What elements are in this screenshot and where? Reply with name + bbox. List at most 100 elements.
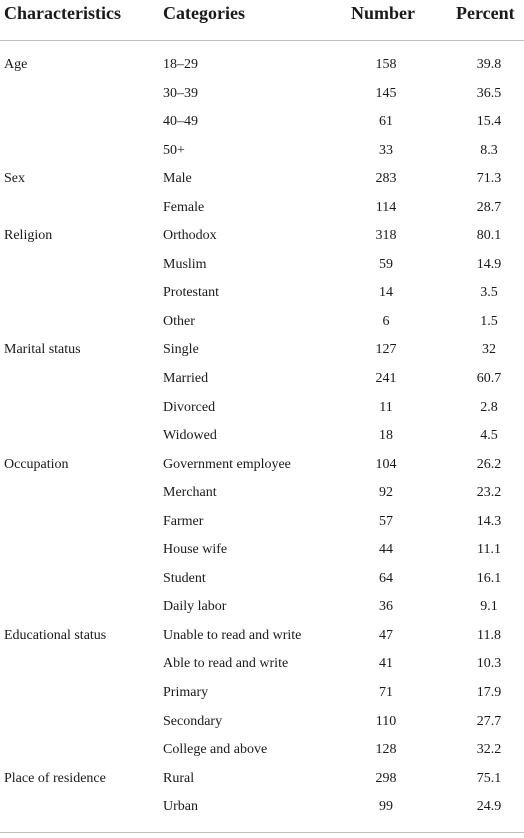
table-body: Age 18–29 158 39.8 30–39 145 36.5 40–49 61 15.4 50… bbox=[0, 41, 524, 823]
table-row: College and above 128 32.2 bbox=[0, 737, 524, 766]
cell-percent: 16.1 bbox=[476, 570, 502, 586]
table-row: House wife 44 11.1 bbox=[0, 537, 524, 566]
cell-number: 11 bbox=[379, 399, 393, 415]
cell-number: 64 bbox=[379, 570, 393, 586]
cell-number: 41 bbox=[379, 656, 393, 672]
cell-number: 241 bbox=[375, 371, 397, 387]
table-row: Place of residence Rural 298 75.1 bbox=[0, 766, 524, 795]
cell-category: College and above bbox=[163, 742, 268, 758]
cell-category: Secondary bbox=[163, 713, 223, 729]
table-bottom-rule bbox=[0, 832, 524, 833]
cell-percent: 4.5 bbox=[480, 428, 498, 444]
cell-category: Protestant bbox=[163, 285, 219, 301]
cell-percent: 60.7 bbox=[476, 371, 502, 387]
cell-category: Primary bbox=[163, 685, 209, 701]
header-characteristics: Characteristics bbox=[4, 3, 121, 23]
cell-number: 318 bbox=[375, 228, 397, 244]
table-row: Merchant 92 23.2 bbox=[0, 480, 524, 509]
cell-number: 59 bbox=[379, 256, 393, 272]
cell-number: 283 bbox=[375, 171, 397, 187]
cell-category: Able to read and write bbox=[163, 656, 289, 672]
cell-characteristic: Sex bbox=[4, 171, 25, 187]
cell-category: House wife bbox=[163, 542, 228, 558]
cell-category: Single bbox=[163, 342, 199, 358]
cell-category: Orthodox bbox=[163, 228, 217, 244]
cell-number: 18 bbox=[379, 428, 393, 444]
table-row: Student 64 16.1 bbox=[0, 566, 524, 595]
cell-characteristic: Educational status bbox=[4, 627, 107, 643]
cell-percent: 39.8 bbox=[476, 57, 502, 72]
table-header: Characteristics Categories Number Percen… bbox=[0, 0, 524, 41]
cell-percent: 8.3 bbox=[480, 142, 498, 158]
cell-percent: 32 bbox=[482, 342, 496, 358]
cell-number: 158 bbox=[375, 57, 397, 72]
cell-percent: 1.5 bbox=[480, 313, 498, 329]
cell-characteristic: Occupation bbox=[4, 456, 69, 472]
cell-category: Government employee bbox=[163, 456, 291, 472]
cell-characteristic: Age bbox=[4, 57, 28, 72]
cell-percent: 27.7 bbox=[476, 713, 502, 729]
cell-number: 298 bbox=[375, 770, 397, 786]
table-row: Divorced 11 2.8 bbox=[0, 395, 524, 424]
table-row: 40–49 61 15.4 bbox=[0, 109, 524, 138]
table-row: Female 114 28.7 bbox=[0, 195, 524, 224]
table-row: Muslim 59 14.9 bbox=[0, 252, 524, 281]
header-categories: Categories bbox=[163, 3, 245, 23]
cell-category: Married bbox=[163, 371, 209, 387]
table-row: Primary 71 17.9 bbox=[0, 680, 524, 709]
cell-characteristic: Marital status bbox=[4, 342, 81, 358]
table-row: Religion Orthodox 318 80.1 bbox=[0, 223, 524, 252]
cell-percent: 24.9 bbox=[476, 799, 502, 815]
cell-number: 61 bbox=[379, 114, 393, 130]
cell-category: Male bbox=[163, 171, 192, 187]
header-number: Number bbox=[351, 3, 415, 23]
cell-category: Widowed bbox=[163, 428, 217, 444]
cell-percent: 28.7 bbox=[476, 199, 502, 215]
cell-percent: 80.1 bbox=[476, 228, 502, 244]
cell-characteristic: Place of residence bbox=[4, 770, 106, 786]
cell-category: Merchant bbox=[163, 485, 217, 501]
cell-category: 18–29 bbox=[163, 57, 198, 72]
cell-percent: 26.2 bbox=[476, 456, 502, 472]
cell-percent: 3.5 bbox=[480, 285, 498, 301]
table-row: Widowed 18 4.5 bbox=[0, 423, 524, 452]
table-row: Protestant 14 3.5 bbox=[0, 280, 524, 309]
cell-percent: 17.9 bbox=[476, 685, 502, 701]
cell-category: 30–39 bbox=[163, 85, 198, 101]
cell-characteristic: Religion bbox=[4, 228, 53, 244]
cell-number: 44 bbox=[379, 542, 393, 558]
table-row: Other 6 1.5 bbox=[0, 309, 524, 338]
cell-number: 36 bbox=[379, 599, 393, 615]
cell-number: 33 bbox=[379, 142, 393, 158]
cell-category: Farmer bbox=[163, 513, 204, 529]
cell-number: 6 bbox=[382, 313, 390, 329]
cell-percent: 2.8 bbox=[480, 399, 498, 415]
cell-percent: 14.9 bbox=[476, 256, 502, 272]
cell-percent: 10.3 bbox=[476, 656, 502, 672]
cell-percent: 23.2 bbox=[476, 485, 502, 501]
table-row: Educational status Unable to read and wri… bbox=[0, 623, 524, 652]
table-row: Farmer 57 14.3 bbox=[0, 509, 524, 538]
cell-category: Female bbox=[163, 199, 205, 215]
table-row: 50+ 33 8.3 bbox=[0, 138, 524, 167]
cell-percent: 71.3 bbox=[476, 171, 502, 187]
cell-number: 110 bbox=[375, 713, 397, 729]
cell-number: 127 bbox=[375, 342, 397, 358]
table-row: Daily labor 36 9.1 bbox=[0, 594, 524, 623]
cell-category: 40–49 bbox=[163, 114, 198, 130]
cell-number: 114 bbox=[375, 199, 397, 215]
cell-percent: 75.1 bbox=[476, 770, 502, 786]
cell-number: 57 bbox=[379, 513, 393, 529]
cell-percent: 36.5 bbox=[476, 85, 502, 101]
table-row: Urban 99 24.9 bbox=[0, 794, 524, 823]
table-row: 30–39 145 36.5 bbox=[0, 81, 524, 110]
cell-percent: 32.2 bbox=[476, 742, 502, 758]
cell-number: 92 bbox=[379, 485, 393, 501]
cell-number: 47 bbox=[379, 627, 393, 643]
cell-number: 71 bbox=[379, 685, 393, 701]
table-row: Marital status Single 127 32 bbox=[0, 337, 524, 366]
cell-percent: 11.1 bbox=[477, 542, 501, 558]
cell-category: Rural bbox=[163, 770, 195, 786]
cell-number: 99 bbox=[379, 799, 393, 815]
